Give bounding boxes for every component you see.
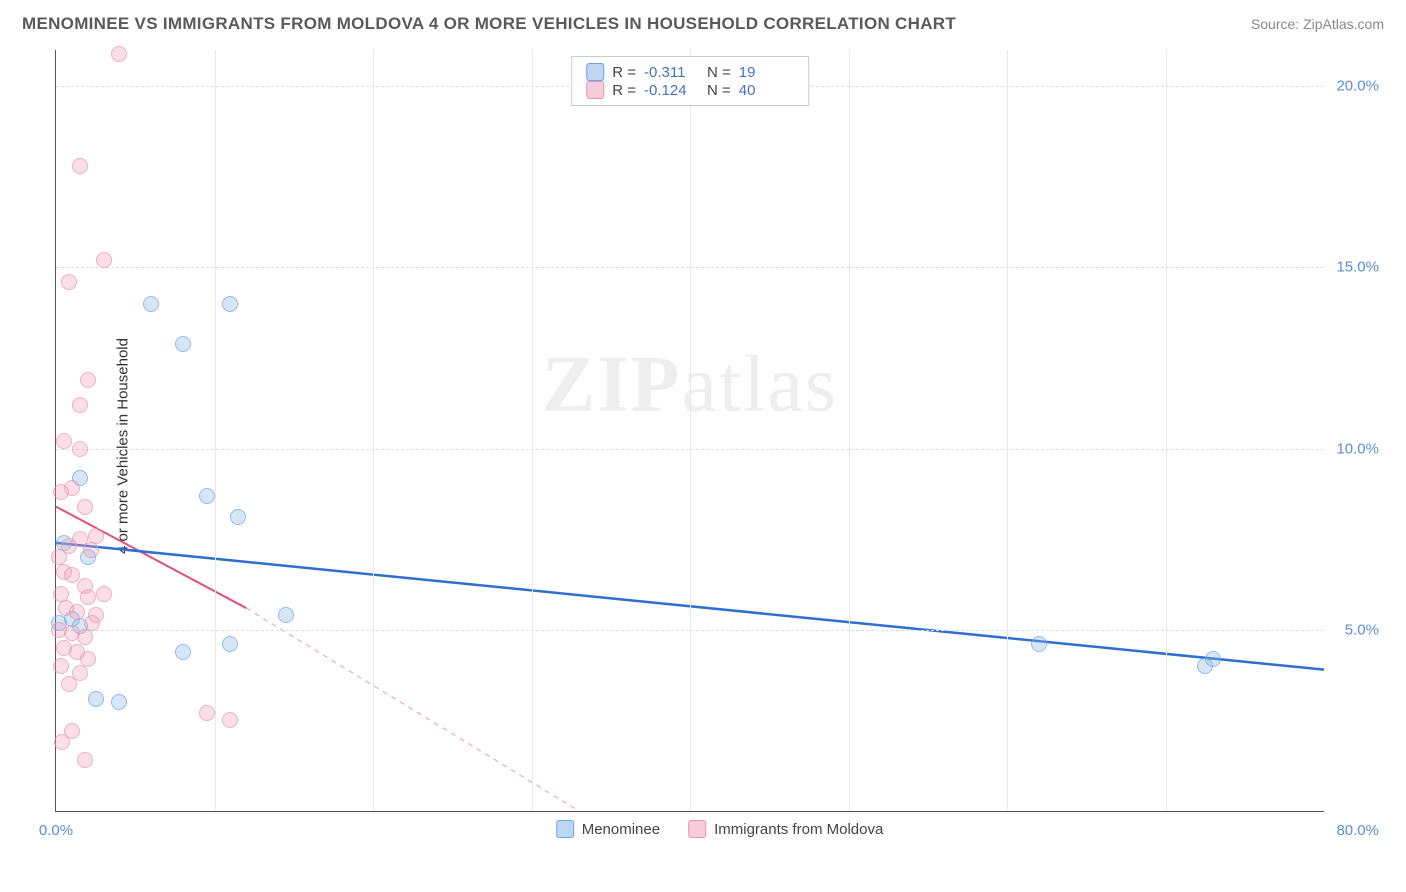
data-point (143, 296, 159, 312)
r-label-2: R = (612, 82, 636, 99)
ytick-label: 10.0% (1329, 440, 1379, 457)
n-label-2: N = (707, 82, 731, 99)
series-legend: Menominee Immigrants from Moldova (556, 820, 884, 838)
data-point (80, 372, 96, 388)
stats-legend: R = -0.311 N = 19 R = -0.124 N = 40 (571, 56, 809, 106)
n-value-2: 40 (739, 82, 794, 99)
n-value-1: 19 (739, 64, 794, 81)
gridline-v (690, 50, 691, 811)
data-point (77, 499, 93, 515)
data-point (80, 651, 96, 667)
gridline-v (532, 50, 533, 811)
watermark-bold: ZIP (542, 340, 681, 428)
data-point (278, 607, 294, 623)
data-point (72, 441, 88, 457)
gridline-v (373, 50, 374, 811)
data-point (54, 734, 70, 750)
gridline-v (1166, 50, 1167, 811)
data-point (222, 296, 238, 312)
data-point (77, 629, 93, 645)
swatch-menominee (586, 63, 604, 81)
data-point (96, 586, 112, 602)
data-point (175, 644, 191, 660)
watermark-light: atlas (681, 340, 838, 428)
data-point (53, 484, 69, 500)
ytick-label: 20.0% (1329, 78, 1379, 95)
data-point (80, 589, 96, 605)
r-label: R = (612, 64, 636, 81)
data-point (175, 336, 191, 352)
data-point (222, 712, 238, 728)
ytick-label: 5.0% (1329, 621, 1379, 638)
data-point (61, 676, 77, 692)
data-point (111, 694, 127, 710)
legend-label-1: Menominee (582, 821, 660, 838)
data-point (83, 542, 99, 558)
legend-label-2: Immigrants from Moldova (714, 821, 883, 838)
xtick-last: 80.0% (1336, 822, 1379, 839)
data-point (199, 488, 215, 504)
r-value-1: -0.311 (644, 64, 699, 81)
data-point (77, 752, 93, 768)
data-point (53, 658, 69, 674)
data-point (72, 397, 88, 413)
ytick-label: 15.0% (1329, 259, 1379, 276)
data-point (1197, 658, 1213, 674)
chart-area: 4 or more Vehicles in Household ZIPatlas… (55, 50, 1384, 842)
legend-swatch-2 (688, 820, 706, 838)
data-point (61, 274, 77, 290)
source-attribution: Source: ZipAtlas.com (1251, 16, 1384, 32)
data-point (111, 46, 127, 62)
data-point (222, 636, 238, 652)
data-point (199, 705, 215, 721)
data-point (230, 509, 246, 525)
data-point (1031, 636, 1047, 652)
stats-row-2: R = -0.124 N = 40 (586, 81, 794, 99)
data-point (56, 433, 72, 449)
xtick-first: 0.0% (39, 822, 73, 839)
data-point (72, 158, 88, 174)
gridline-v (1007, 50, 1008, 811)
gridline-v (849, 50, 850, 811)
data-point (88, 691, 104, 707)
chart-title: MENOMINEE VS IMMIGRANTS FROM MOLDOVA 4 O… (22, 14, 956, 34)
plot-region: ZIPatlas R = -0.311 N = 19 R = -0.124 N … (55, 50, 1324, 812)
data-point (84, 615, 100, 631)
legend-swatch-1 (556, 820, 574, 838)
legend-item-moldova: Immigrants from Moldova (688, 820, 883, 838)
stats-row-1: R = -0.311 N = 19 (586, 63, 794, 81)
header: MENOMINEE VS IMMIGRANTS FROM MOLDOVA 4 O… (22, 14, 1384, 34)
data-point (96, 252, 112, 268)
legend-item-menominee: Menominee (556, 820, 660, 838)
swatch-moldova (586, 81, 604, 99)
data-point (69, 604, 85, 620)
r-value-2: -0.124 (644, 82, 699, 99)
gridline-v (215, 50, 216, 811)
n-label: N = (707, 64, 731, 81)
